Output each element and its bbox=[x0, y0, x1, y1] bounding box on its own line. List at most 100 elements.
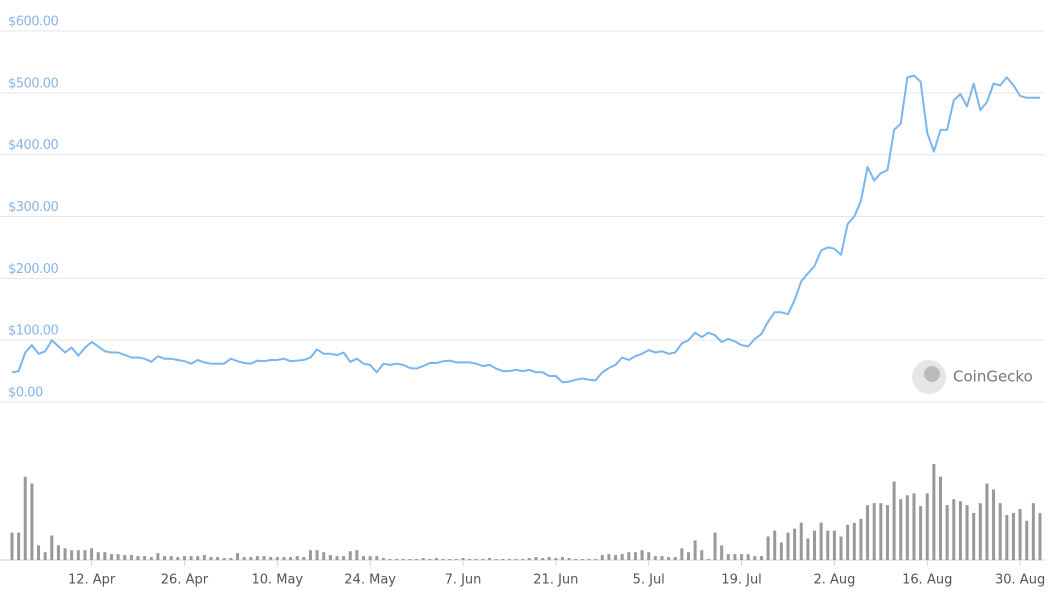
volume-bar bbox=[249, 557, 253, 560]
volume-bar bbox=[275, 557, 279, 560]
volume-bar bbox=[614, 555, 618, 560]
volume-bar bbox=[176, 557, 180, 560]
y-tick-label: $600.00 bbox=[8, 15, 58, 30]
volume-bar bbox=[567, 558, 571, 560]
volume-bar bbox=[793, 528, 797, 560]
volume-bar bbox=[514, 559, 518, 560]
volume-bar bbox=[90, 548, 94, 560]
volume-bar bbox=[255, 556, 259, 560]
volume-bar bbox=[1018, 509, 1022, 560]
volume-bar bbox=[1005, 514, 1009, 560]
volume-bar bbox=[474, 559, 478, 560]
volume-bar bbox=[633, 552, 637, 560]
volume-bar bbox=[773, 530, 777, 560]
y-tick-label: $200.00 bbox=[8, 262, 58, 277]
volume-bar bbox=[308, 550, 312, 560]
volume-bar bbox=[182, 556, 186, 560]
volume-bar bbox=[998, 503, 1002, 560]
x-tick-label: 21. Jun bbox=[533, 573, 578, 588]
volume-bar bbox=[196, 556, 200, 560]
volume-bar bbox=[43, 552, 47, 560]
volume-bar bbox=[939, 476, 943, 560]
volume-bar bbox=[594, 559, 598, 560]
volume-bar bbox=[421, 558, 425, 560]
volume-bar bbox=[302, 557, 306, 560]
volume-bar bbox=[992, 489, 996, 560]
volume-bar bbox=[1011, 512, 1015, 560]
volume-bar bbox=[235, 553, 239, 560]
volume-bar bbox=[673, 557, 677, 560]
volume-bar bbox=[262, 556, 266, 560]
volume-bar bbox=[481, 559, 485, 560]
watermark: CoinGecko bbox=[953, 368, 1033, 386]
x-tick-label: 5. Jul bbox=[633, 573, 665, 588]
volume-bar bbox=[574, 559, 578, 560]
volume-bar bbox=[50, 535, 54, 560]
volume-bar bbox=[726, 554, 730, 560]
volume-bar bbox=[143, 556, 147, 560]
volume-bar bbox=[892, 481, 896, 560]
volume-bar bbox=[216, 557, 220, 560]
volume-bar bbox=[720, 545, 724, 560]
volume-bar bbox=[30, 483, 34, 560]
volume-bar bbox=[985, 483, 989, 560]
volume-bar bbox=[958, 501, 962, 560]
volume-bar bbox=[388, 559, 392, 560]
volume-bar bbox=[269, 557, 273, 560]
volume-bar bbox=[806, 538, 810, 560]
y-tick-label: $0.00 bbox=[8, 386, 43, 401]
x-tick-label: 2. Aug bbox=[813, 573, 855, 588]
volume-bar bbox=[607, 554, 611, 560]
volume-bar bbox=[355, 550, 359, 560]
volume-bar bbox=[759, 556, 763, 560]
volume-bar bbox=[468, 559, 472, 560]
volume-bar bbox=[832, 530, 836, 560]
volume-bar bbox=[109, 554, 113, 560]
volume-bar bbox=[952, 499, 956, 560]
volume-bar bbox=[547, 557, 551, 560]
volume-bar bbox=[693, 540, 697, 560]
volume-bar bbox=[859, 518, 863, 560]
volume-bar bbox=[965, 505, 969, 560]
volume-bar bbox=[401, 559, 405, 560]
x-tick-label: 24. May bbox=[344, 573, 396, 588]
volume-bar bbox=[527, 558, 531, 560]
x-tick-label: 19. Jul bbox=[721, 573, 762, 588]
volume-bar bbox=[17, 532, 21, 560]
volume-bar bbox=[905, 495, 909, 560]
volume-bar bbox=[368, 556, 372, 560]
volume-bar bbox=[10, 532, 14, 560]
volume-bar bbox=[242, 557, 246, 560]
volume-bar bbox=[740, 554, 744, 560]
volume-bar bbox=[879, 503, 883, 560]
volume-bar bbox=[103, 552, 107, 560]
volume-bar bbox=[554, 558, 558, 560]
volume-bar bbox=[541, 558, 545, 560]
volume-bar bbox=[899, 499, 903, 560]
volume-bar bbox=[733, 554, 737, 560]
volume-bar bbox=[521, 559, 525, 560]
volume-bar bbox=[461, 558, 465, 560]
volume-bar bbox=[428, 559, 432, 560]
volume-bar bbox=[945, 505, 949, 560]
volume-bar bbox=[189, 556, 193, 560]
x-tick-label: 30. Aug bbox=[995, 573, 1045, 588]
volume-bar bbox=[488, 558, 492, 560]
y-tick-label: $300.00 bbox=[8, 200, 58, 215]
volume-bar bbox=[919, 506, 923, 560]
volume-bar bbox=[448, 559, 452, 560]
volume-bar bbox=[348, 551, 352, 560]
volume-bar bbox=[885, 505, 889, 560]
volume-bar bbox=[116, 554, 120, 560]
volume-bar bbox=[328, 555, 332, 560]
volume-bar bbox=[813, 530, 817, 560]
volume-bar bbox=[507, 559, 511, 560]
volume-bar bbox=[70, 550, 74, 560]
volume-bar bbox=[1038, 512, 1042, 560]
volume-bar bbox=[222, 558, 226, 560]
volume-bar bbox=[156, 553, 160, 560]
volume-bar bbox=[454, 559, 458, 560]
volume-bar bbox=[229, 558, 233, 560]
volume-bar bbox=[753, 556, 757, 560]
